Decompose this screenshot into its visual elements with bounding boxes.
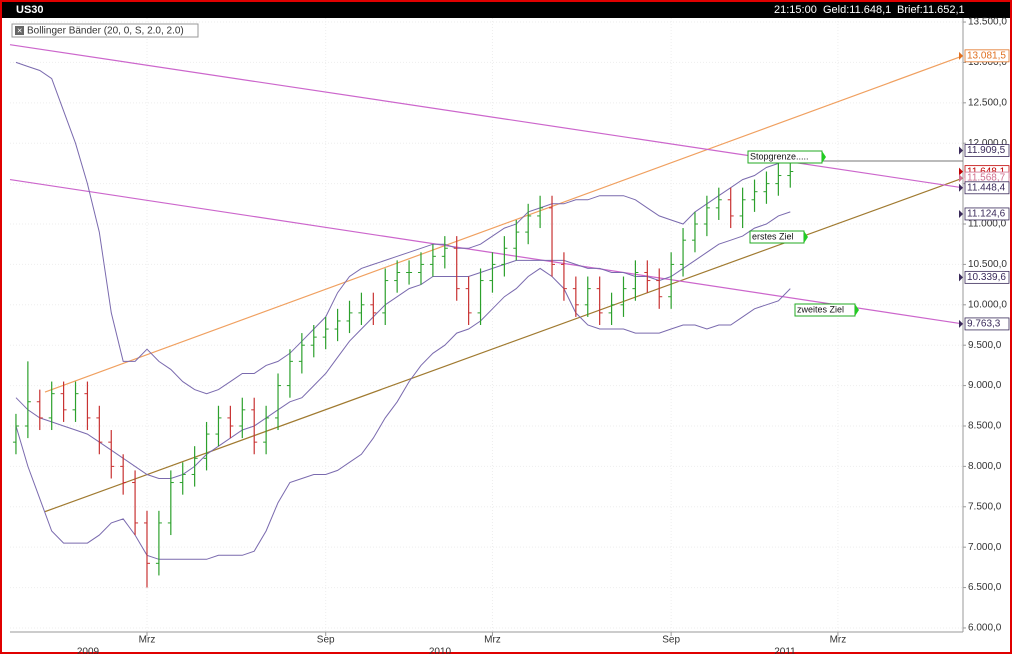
price-marker-arrow bbox=[959, 167, 963, 176]
bollinger-middle bbox=[15, 211, 791, 479]
y-tick-label: 13.000,0 bbox=[968, 57, 1007, 68]
price-marker-label: 9.763,3 bbox=[967, 319, 1001, 330]
y-tick-label: 12.000,0 bbox=[968, 138, 1007, 149]
y-tick-label: 12.500,0 bbox=[968, 97, 1007, 108]
quote-bid: Geld:11.648,1 bbox=[823, 4, 891, 16]
trendline bbox=[9, 44, 964, 189]
price-marker-label: 10.339,6 bbox=[967, 272, 1006, 283]
y-tick-label: 6.000,0 bbox=[968, 623, 1002, 634]
price-marker-box bbox=[964, 207, 1010, 221]
price-marker-box bbox=[964, 270, 1010, 284]
year-label: 2010 bbox=[429, 647, 452, 654]
trendline bbox=[44, 177, 964, 513]
bollinger-lower bbox=[15, 267, 791, 560]
price-marker-arrow bbox=[959, 51, 963, 60]
annotation: Stopgrenze..... bbox=[750, 151, 809, 161]
annotation-tag bbox=[804, 231, 808, 243]
y-tick-label: 10.500,0 bbox=[968, 259, 1007, 270]
trendline bbox=[9, 178, 964, 325]
bollinger-upper bbox=[15, 61, 791, 395]
chart-title: US30 bbox=[16, 4, 44, 16]
x-tick-label: Mrz bbox=[139, 635, 156, 646]
price-marker-arrow bbox=[959, 146, 963, 155]
price-marker-box bbox=[964, 144, 1010, 157]
legend bbox=[11, 23, 199, 38]
trendline bbox=[44, 55, 964, 393]
quote-ask: Brief:11.652,1 bbox=[897, 4, 965, 16]
y-tick-label: 13.500,0 bbox=[968, 17, 1007, 28]
price-marker-arrow bbox=[959, 319, 963, 328]
annotation: zweites Ziel bbox=[797, 304, 844, 314]
x-tick-label: Mrz bbox=[830, 635, 847, 646]
annotation-tag bbox=[855, 304, 859, 316]
y-tick-label: 6.500,0 bbox=[968, 582, 1002, 593]
x-tick-label: Sep bbox=[662, 635, 680, 646]
price-marker-label: 11.124,6 bbox=[967, 209, 1006, 220]
price-marker-arrow bbox=[959, 273, 963, 282]
legend-icon-x: × bbox=[17, 25, 22, 35]
price-marker-label: 13.081,5 bbox=[967, 50, 1006, 61]
price-marker-label: 11.568,7 bbox=[967, 173, 1006, 184]
price-marker-box bbox=[964, 49, 1010, 63]
year-label: 2009 bbox=[77, 647, 100, 654]
annotation: erstes Ziel bbox=[752, 231, 794, 241]
quote-time: 21:15:00 bbox=[774, 4, 817, 16]
y-tick-label: 9.000,0 bbox=[968, 380, 1002, 391]
price-marker-arrow bbox=[959, 183, 963, 192]
price-marker-box bbox=[964, 181, 1010, 195]
y-tick-label: 8.500,0 bbox=[968, 421, 1002, 432]
y-tick-label: 11.000,0 bbox=[968, 219, 1007, 230]
y-tick-label: 8.000,0 bbox=[968, 461, 1002, 472]
price-marker-label: 11.909,5 bbox=[967, 145, 1006, 156]
legend-text: Bollinger Bänder (20, 0, S, 2.0, 2.0) bbox=[27, 26, 184, 37]
y-tick-label: 7.500,0 bbox=[968, 501, 1002, 512]
price-marker-box bbox=[964, 317, 1010, 331]
legend-icon[interactable] bbox=[15, 26, 24, 35]
y-tick-label: 7.000,0 bbox=[968, 542, 1002, 553]
header-bar bbox=[0, 2, 1012, 18]
annotation-tag bbox=[822, 151, 826, 163]
price-marker-arrow bbox=[959, 174, 963, 183]
year-label: 2011 bbox=[774, 647, 796, 654]
y-tick-label: 10.000,0 bbox=[968, 299, 1007, 310]
price-marker-arrow bbox=[959, 209, 963, 218]
y-tick-label: 9.500,0 bbox=[968, 340, 1002, 351]
x-tick-label: Mrz bbox=[484, 635, 501, 646]
price-marker-label: 11.448,4 bbox=[967, 182, 1006, 193]
x-tick-label: Sep bbox=[317, 635, 335, 646]
